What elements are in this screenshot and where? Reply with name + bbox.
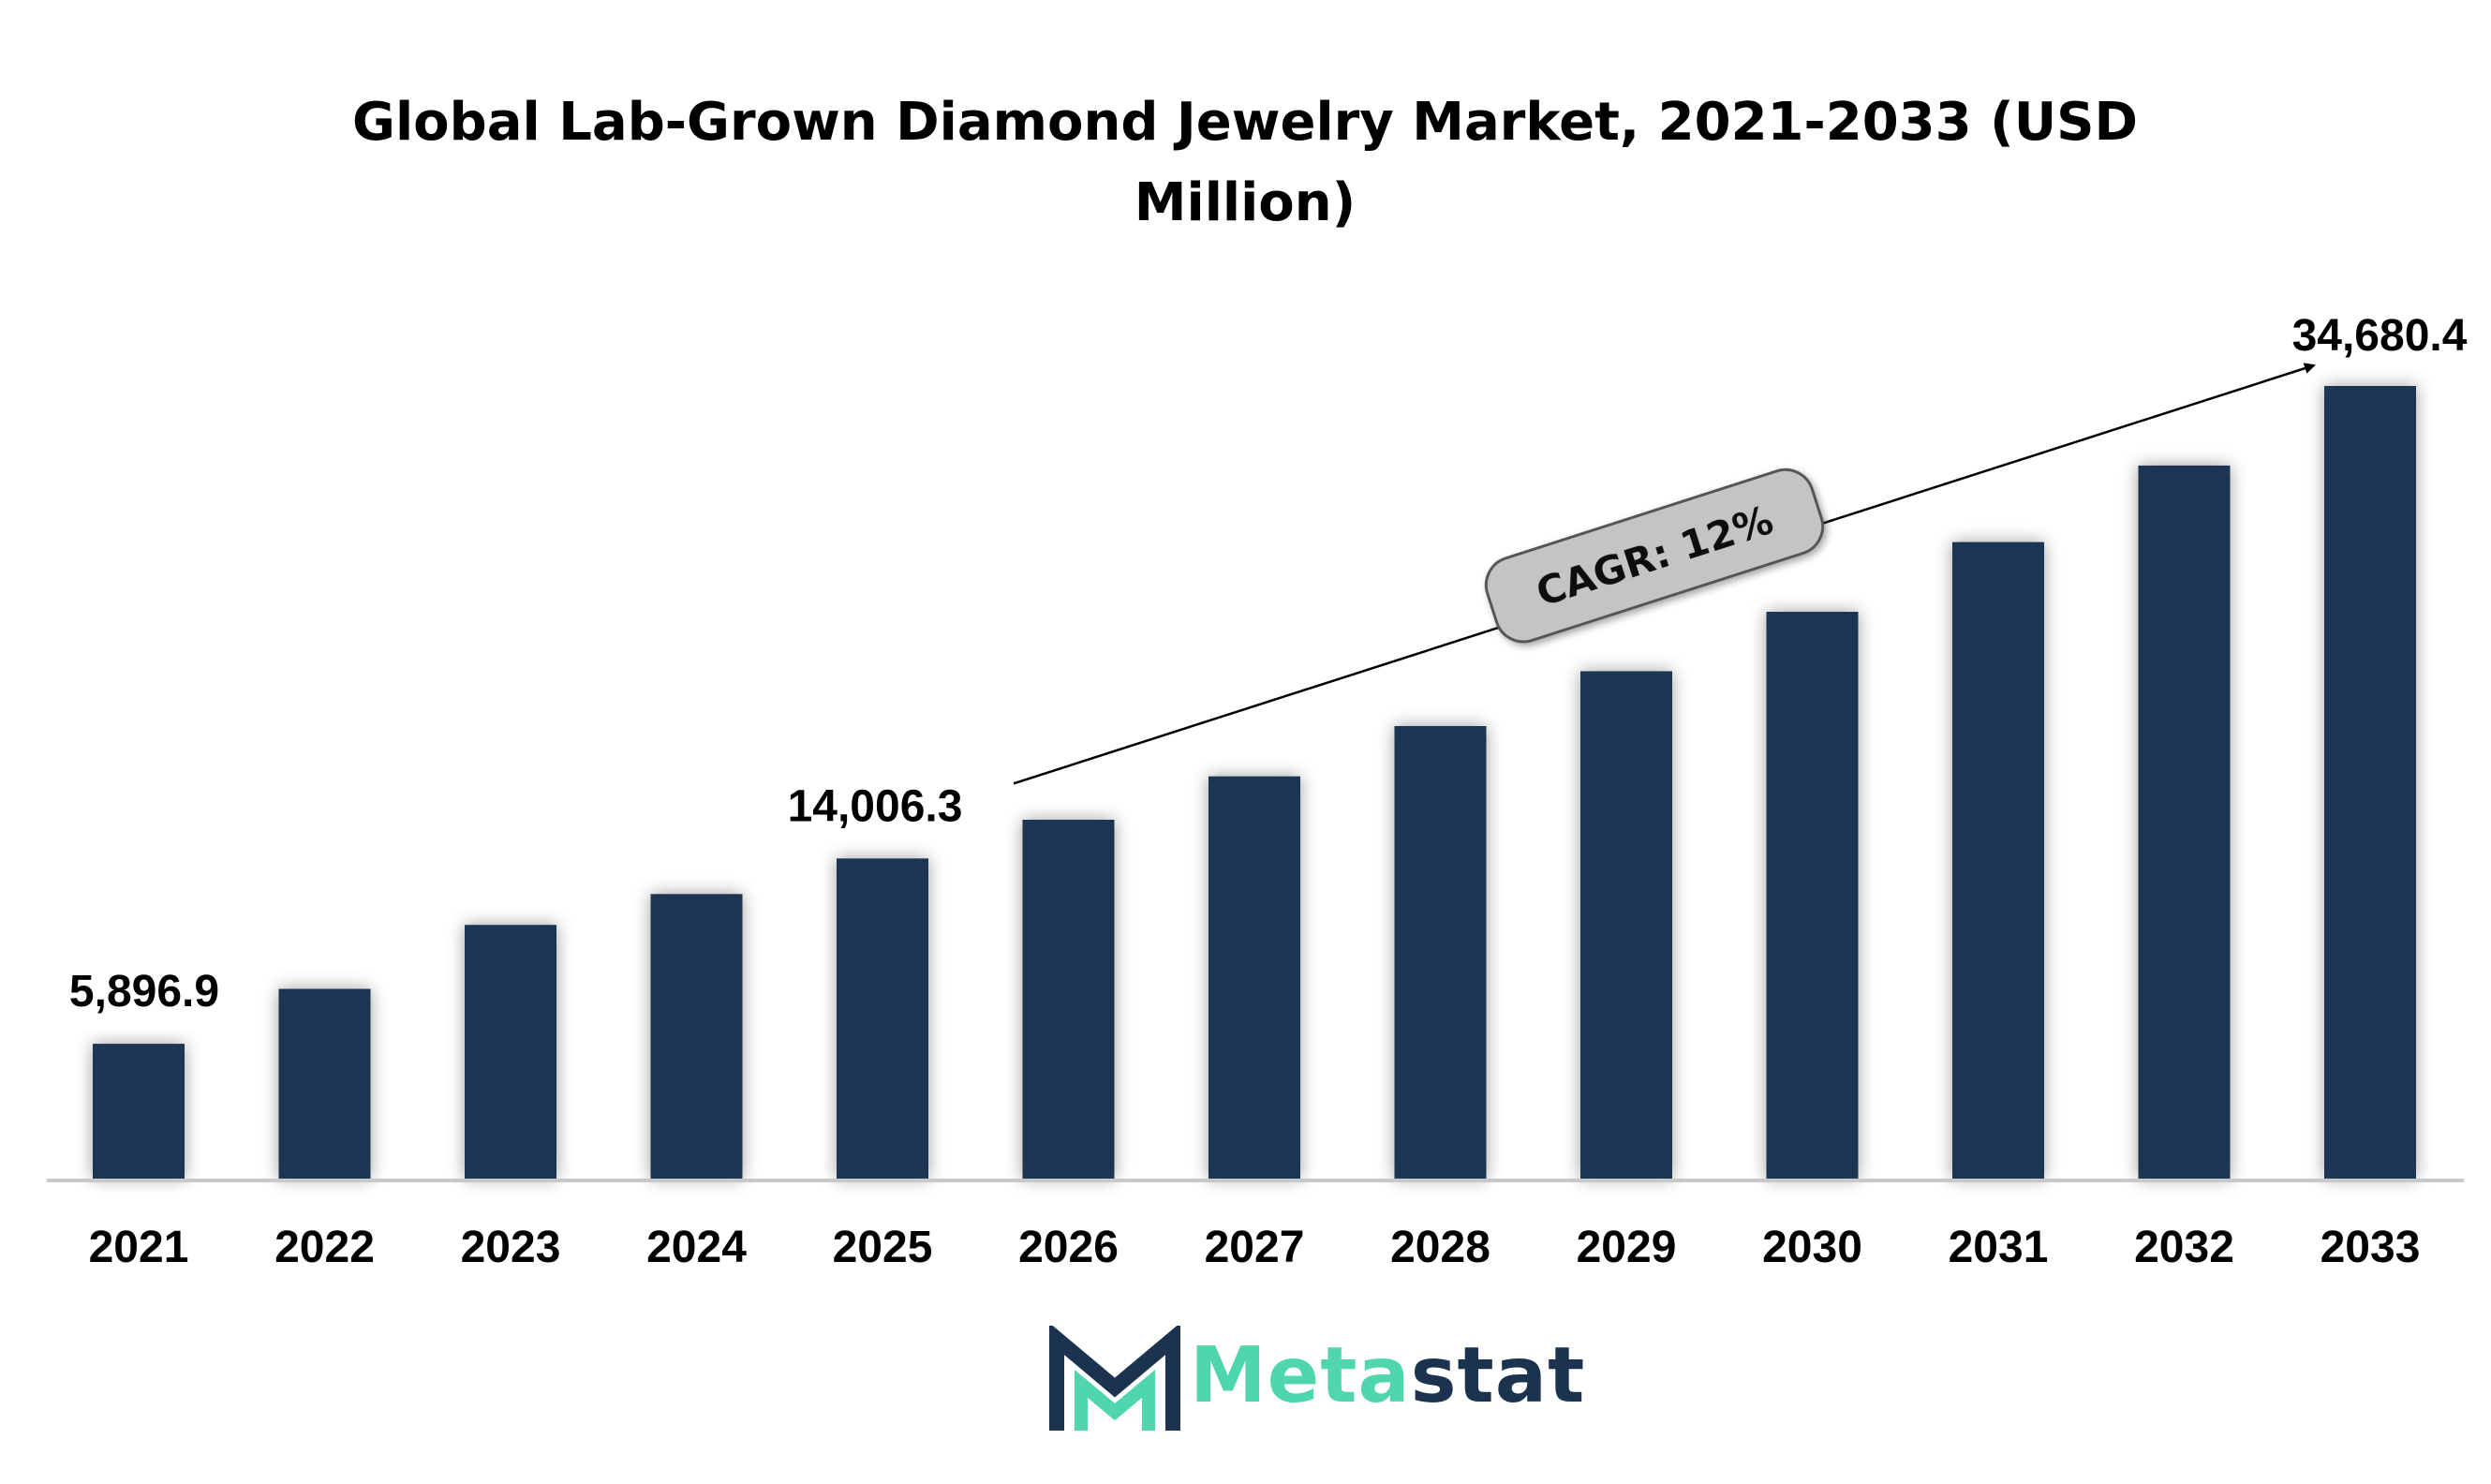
bar-2022	[278, 988, 371, 1179]
x-tick-label-2021: 2021	[89, 1223, 189, 1272]
bars-group	[93, 386, 2416, 1180]
bar-2024	[650, 894, 743, 1179]
bar-2025	[837, 858, 928, 1179]
x-tick-label-2023: 2023	[461, 1223, 561, 1272]
logo-text-meta: Meta	[1190, 1331, 1411, 1420]
chart-title-line-1: Global Lab-Grown Diamond Jewelry Market,…	[352, 92, 2138, 153]
x-tick-label-2026: 2026	[1018, 1223, 1119, 1272]
bar-2026	[1022, 820, 1115, 1179]
x-tick-label-2024: 2024	[646, 1223, 747, 1272]
bar-2029	[1580, 671, 1672, 1179]
x-tick-label-2022: 2022	[274, 1223, 375, 1272]
bar-2028	[1394, 725, 1487, 1179]
data-label-2033: 34,680.4	[2292, 311, 2468, 361]
x-tick-label-2033: 2033	[2320, 1223, 2421, 1272]
data-label-2021: 5,896.9	[69, 967, 219, 1017]
bar-2033	[2324, 386, 2416, 1179]
x-tick-labels: 2021 2022 2023 2024 2025 2026 2027 2028 2029 2030…	[89, 1223, 2421, 1272]
bar-2032	[2138, 465, 2231, 1180]
x-tick-label-2031: 2031	[1949, 1223, 2049, 1272]
bar-2021	[93, 1044, 185, 1179]
data-label-2025: 14,006.3	[788, 781, 963, 831]
bar-2023	[465, 925, 556, 1179]
metastat-logo: Metastat	[1049, 1326, 1584, 1438]
metastat-logo-mark-icon	[1049, 1326, 1180, 1431]
x-tick-label-2027: 2027	[1205, 1223, 1305, 1272]
bar-2031	[1952, 542, 2044, 1179]
data-labels: 5,896.9 14,006.3 34,680.4	[69, 311, 2468, 1017]
metastat-logo-text: Metastat	[1190, 1331, 1585, 1420]
chart-title: Global Lab-Grown Diamond Jewelry Market,…	[308, 82, 2182, 244]
x-tick-label-2028: 2028	[1390, 1223, 1490, 1272]
x-tick-label-2025: 2025	[833, 1223, 933, 1272]
bar-2027	[1208, 776, 1300, 1179]
x-tick-label-2032: 2032	[2134, 1223, 2234, 1272]
x-tick-label-2030: 2030	[1762, 1223, 1862, 1272]
logo-text-stat: stat	[1410, 1331, 1586, 1420]
x-tick-label-2029: 2029	[1577, 1223, 1677, 1272]
chart-title-line-2: Million)	[1134, 172, 1357, 233]
bar-2030	[1766, 612, 1859, 1179]
